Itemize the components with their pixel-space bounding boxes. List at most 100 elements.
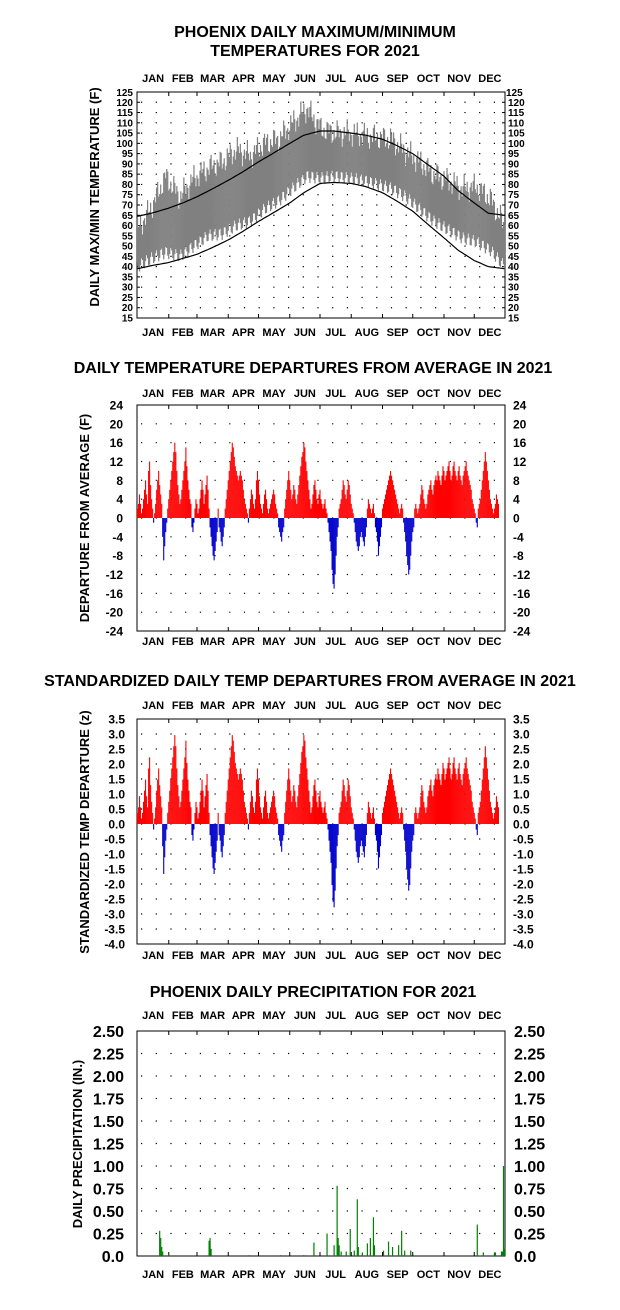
- month-label-bottom: JAN: [142, 950, 164, 962]
- y-tick-label-left: 24: [110, 399, 124, 413]
- month-label-bottom: DEC: [478, 636, 501, 648]
- y-tick-label-left: 0.0: [108, 818, 125, 832]
- y-tick-label-right: 100: [508, 139, 525, 150]
- month-label-bottom: FEB: [172, 636, 194, 648]
- y-tick-label-right: -2.0: [513, 878, 534, 892]
- month-label-bottom: FEB: [172, 950, 194, 962]
- month-label-top: SEP: [387, 73, 409, 85]
- month-label-top: FEB: [172, 73, 194, 85]
- month-label-top: MAR: [200, 1010, 225, 1022]
- y-axis-label: DEPARTURE FROM AVERAGE (F): [77, 414, 92, 622]
- month-label-bottom: OCT: [417, 1269, 441, 1281]
- y-tick-label-right: -3.0: [513, 908, 534, 922]
- y-tick-label-left: 1.75: [93, 1092, 124, 1109]
- month-label-top: APR: [232, 1010, 255, 1022]
- month-label-bottom: OCT: [417, 950, 441, 962]
- y-tick-label-right: 60: [508, 221, 520, 232]
- y-tick-label-right: 55: [508, 231, 520, 242]
- panel-temperature-departures: DAILY TEMPERATURE DEPARTURES FROM AVERAG…: [74, 360, 553, 648]
- plot-frame: [136, 1030, 506, 1257]
- y-tick-label-right: 16: [513, 436, 527, 450]
- month-label-bottom: MAR: [200, 327, 225, 339]
- y-tick-label-right: 1.50: [514, 1114, 545, 1131]
- y-tick-label-left: 35: [122, 272, 134, 283]
- month-label-bottom: SEP: [387, 636, 409, 648]
- month-label-bottom: NOV: [447, 636, 472, 648]
- y-tick-label-right: 95: [508, 149, 520, 160]
- y-tick-label-right: 2.0: [513, 758, 530, 772]
- month-label-top: JAN: [142, 1010, 164, 1022]
- month-label-top: NOV: [447, 700, 472, 712]
- month-label-bottom: JUL: [325, 950, 346, 962]
- y-tick-label-right: 80: [508, 180, 520, 191]
- chart-title: STANDARDIZED DAILY TEMP DEPARTURES FROM …: [44, 673, 576, 690]
- month-label-top: MAY: [262, 700, 286, 712]
- month-label-top: NOV: [447, 388, 472, 400]
- month-label-bottom: MAY: [262, 950, 286, 962]
- y-tick-label-right: 4: [513, 493, 520, 507]
- month-label-top: JUL: [325, 388, 346, 400]
- y-tick-label-right: -2.5: [513, 893, 534, 907]
- y-tick-label-right: 25: [508, 293, 520, 304]
- month-label-top: AUG: [355, 700, 379, 712]
- month-label-bottom: FEB: [172, 327, 194, 339]
- y-tick-label-right: -1.0: [513, 848, 534, 862]
- month-label-top: APR: [232, 388, 255, 400]
- y-tick-label-left: 0: [116, 512, 123, 526]
- month-label-top: APR: [232, 73, 255, 85]
- month-label-bottom: DEC: [478, 1269, 501, 1281]
- y-tick-label-right: 110: [508, 118, 525, 129]
- y-tick-label-left: 45: [122, 252, 134, 263]
- y-tick-label-right: 1.0: [513, 788, 530, 802]
- y-tick-label-right: 3.0: [513, 728, 530, 742]
- y-tick-label-left: 85: [122, 170, 134, 181]
- month-label-top: SEP: [387, 700, 409, 712]
- month-label-top: JUL: [325, 700, 346, 712]
- y-tick-label-right: -12: [513, 568, 531, 582]
- y-tick-label-right: 85: [508, 170, 520, 181]
- y-tick-label-left: 2.0: [108, 758, 125, 772]
- y-axis-label: DAILY PRECIPITATION (IN.): [70, 1060, 85, 1229]
- month-label-bottom: DEC: [478, 327, 501, 339]
- month-label-bottom: APR: [232, 1269, 255, 1281]
- y-tick-label-right: 0.0: [513, 818, 530, 832]
- y-tick-label-right: -4: [513, 530, 524, 544]
- y-tick-label-right: 30: [508, 283, 520, 294]
- month-label-bottom: JUL: [325, 1269, 346, 1281]
- y-tick-label-left: 0.25: [93, 1227, 124, 1244]
- y-tick-label-left: -8: [112, 549, 123, 563]
- y-tick-label-left: -4: [112, 530, 123, 544]
- y-tick-label-left: 55: [122, 231, 134, 242]
- y-tick-label-right: 8: [513, 474, 520, 488]
- y-tick-label-right: 2.00: [514, 1069, 545, 1086]
- month-label-bottom: MAY: [262, 327, 286, 339]
- y-tick-label-right: -20: [513, 606, 531, 620]
- month-label-bottom: OCT: [417, 636, 441, 648]
- y-tick-label-left: 16: [110, 436, 124, 450]
- month-label-bottom: AUG: [355, 1269, 379, 1281]
- y-tick-label-right: 1.75: [514, 1092, 545, 1109]
- y-tick-label-right: -3.5: [513, 923, 534, 937]
- month-label-top: OCT: [417, 1010, 441, 1022]
- month-label-top: OCT: [417, 73, 441, 85]
- y-tick-label-left: 100: [116, 139, 133, 150]
- month-label-bottom: APR: [232, 636, 255, 648]
- y-axis-label: STANDARDIZED TEMP DEPARTURE (z): [77, 710, 92, 953]
- y-tick-label-right: -0.5: [513, 833, 534, 847]
- y-tick-label-right: 2.50: [514, 1024, 545, 1041]
- y-tick-label-right: -4.0: [513, 938, 534, 952]
- month-label-bottom: AUG: [355, 636, 379, 648]
- y-axis-label: DAILY MAX/MIN TEMPERATURE (F): [87, 87, 102, 306]
- y-tick-label-left: 12: [110, 455, 124, 469]
- y-tick-label-right: 120: [508, 98, 525, 109]
- month-label-bottom: OCT: [417, 327, 441, 339]
- y-tick-label-left: 1.0: [108, 788, 125, 802]
- month-label-top: MAR: [200, 73, 225, 85]
- y-tick-label-left: 15: [122, 314, 134, 325]
- month-label-bottom: SEP: [387, 1269, 409, 1281]
- chart-title: DAILY TEMPERATURE DEPARTURES FROM AVERAG…: [74, 360, 553, 377]
- y-tick-label-right: 50: [508, 242, 520, 253]
- y-tick-label-left: 1.50: [93, 1114, 124, 1131]
- month-label-bottom: NOV: [447, 950, 472, 962]
